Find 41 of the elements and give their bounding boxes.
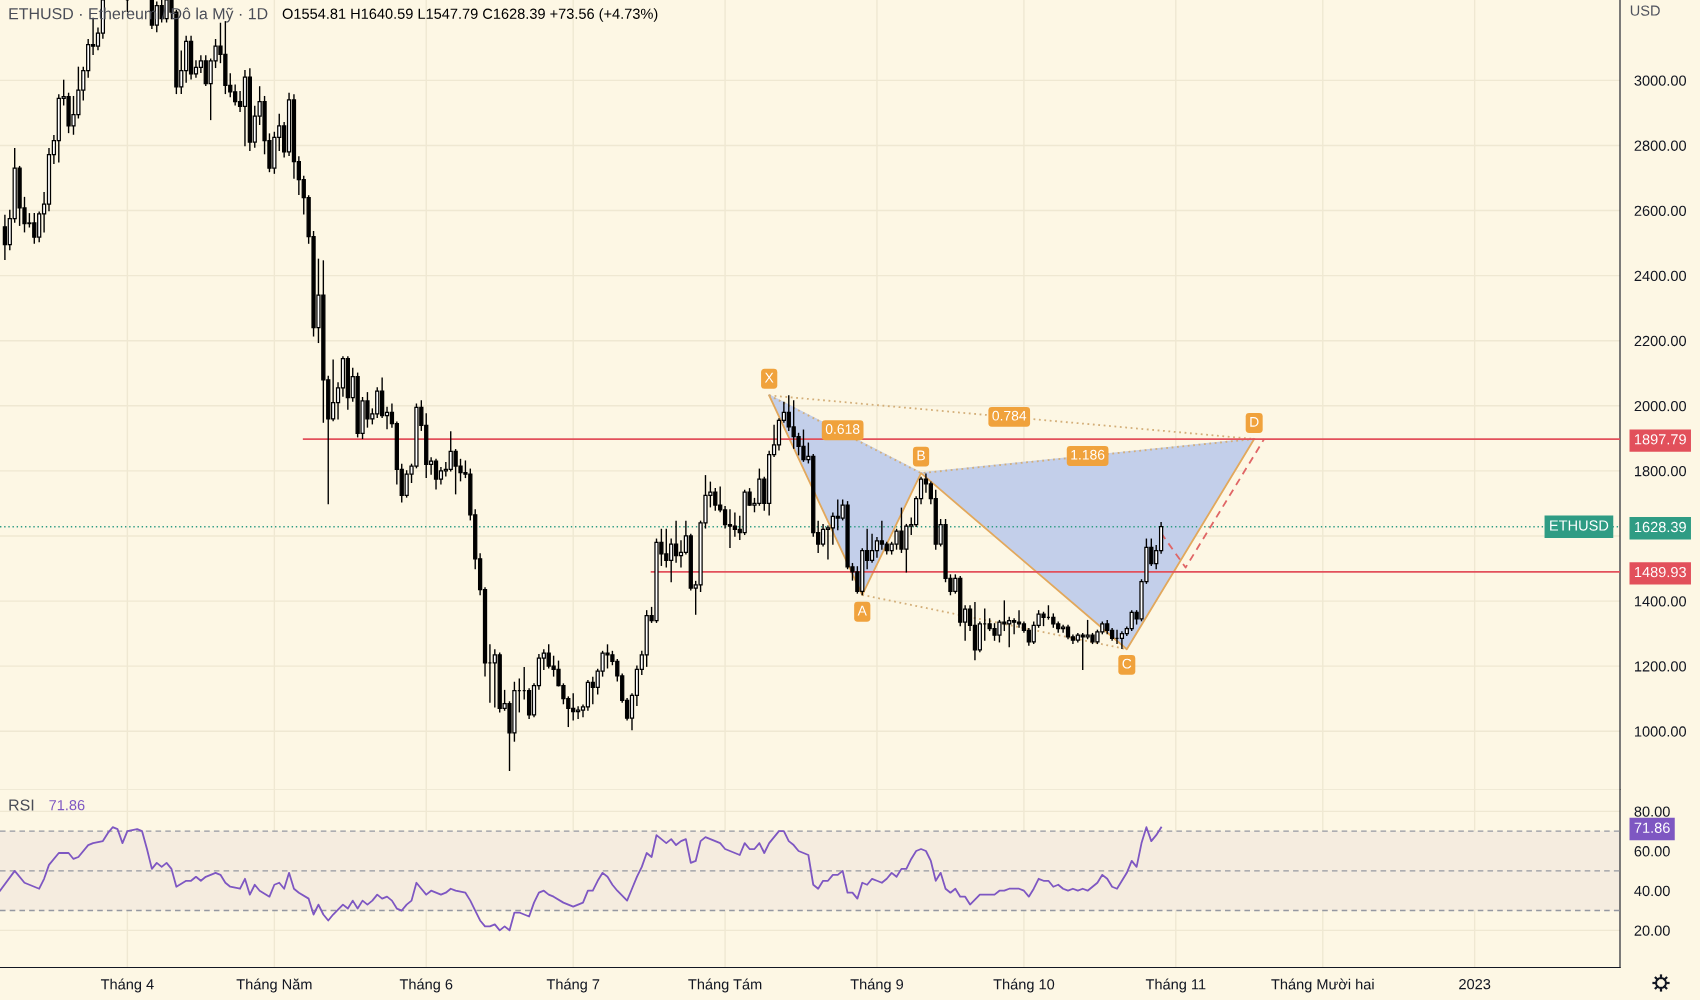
annotation: A <box>857 605 867 616</box>
ref-line-label: ETHUSD <box>1550 520 1609 531</box>
y-tick-label: 1000.00 <box>1635 726 1687 737</box>
text: 71.86 <box>49 800 85 811</box>
y-tick-label: 1800.00 <box>1635 466 1687 477</box>
y-tick-label: 71.86 <box>1634 822 1670 833</box>
y-tick-label: 2000.00 <box>1634 400 1687 412</box>
y-tick-label: 1400.00 <box>1635 596 1687 607</box>
y-tick-label: 1489.93 <box>1635 566 1686 578</box>
x-tick-label: Tháng 9 <box>850 978 904 993</box>
y-tick-label: 1200.00 <box>1635 661 1687 672</box>
text: O1554.81 H1640.59 L1547.79 C1628.39 +73.56 (+4.73%) <box>282 8 658 22</box>
y-tick-label: 1897.79 <box>1635 434 1686 445</box>
x-tick-label: Tháng Tám <box>688 978 762 993</box>
x-tick-label: Tháng 10 <box>993 978 1055 993</box>
annotation: C <box>1122 658 1132 669</box>
annotation: D <box>1250 417 1259 427</box>
x-tick-label: Tháng Mười hai <box>1271 978 1374 993</box>
annotation: 0.784 <box>992 410 1027 421</box>
y-tick-label: 40.00 <box>1634 885 1670 897</box>
x-tick-label: Tháng 7 <box>546 978 600 993</box>
annotation: B <box>917 450 925 461</box>
y-tick-label: 3000.00 <box>1634 75 1687 86</box>
x-tick-label: 2023 <box>1459 979 1491 990</box>
annotation: 1.186 <box>1071 449 1105 460</box>
annotation: 0.618 <box>825 424 860 434</box>
y-tick-label: 2200.00 <box>1634 335 1687 347</box>
x-tick-label: Tháng 11 <box>1145 978 1206 993</box>
x-tick-label: Tháng 4 <box>100 978 154 993</box>
y-tick-label: 1628.39 <box>1635 521 1686 533</box>
x-tick-label: Tháng Năm <box>236 978 312 993</box>
y-tick-label: 80.00 <box>1634 806 1670 817</box>
chart-title: RSI <box>9 799 34 811</box>
y-tick-label: 20.00 <box>1634 925 1670 936</box>
annotation: X <box>764 372 774 383</box>
y-axis-title: USD <box>1630 5 1660 16</box>
x-tick-label: Tháng 6 <box>399 978 453 993</box>
y-tick-label: 2800.00 <box>1634 140 1687 151</box>
y-tick-label: 2600.00 <box>1634 205 1687 216</box>
y-tick-label: 2400.00 <box>1634 270 1687 282</box>
y-tick-label: 60.00 <box>1634 846 1670 857</box>
